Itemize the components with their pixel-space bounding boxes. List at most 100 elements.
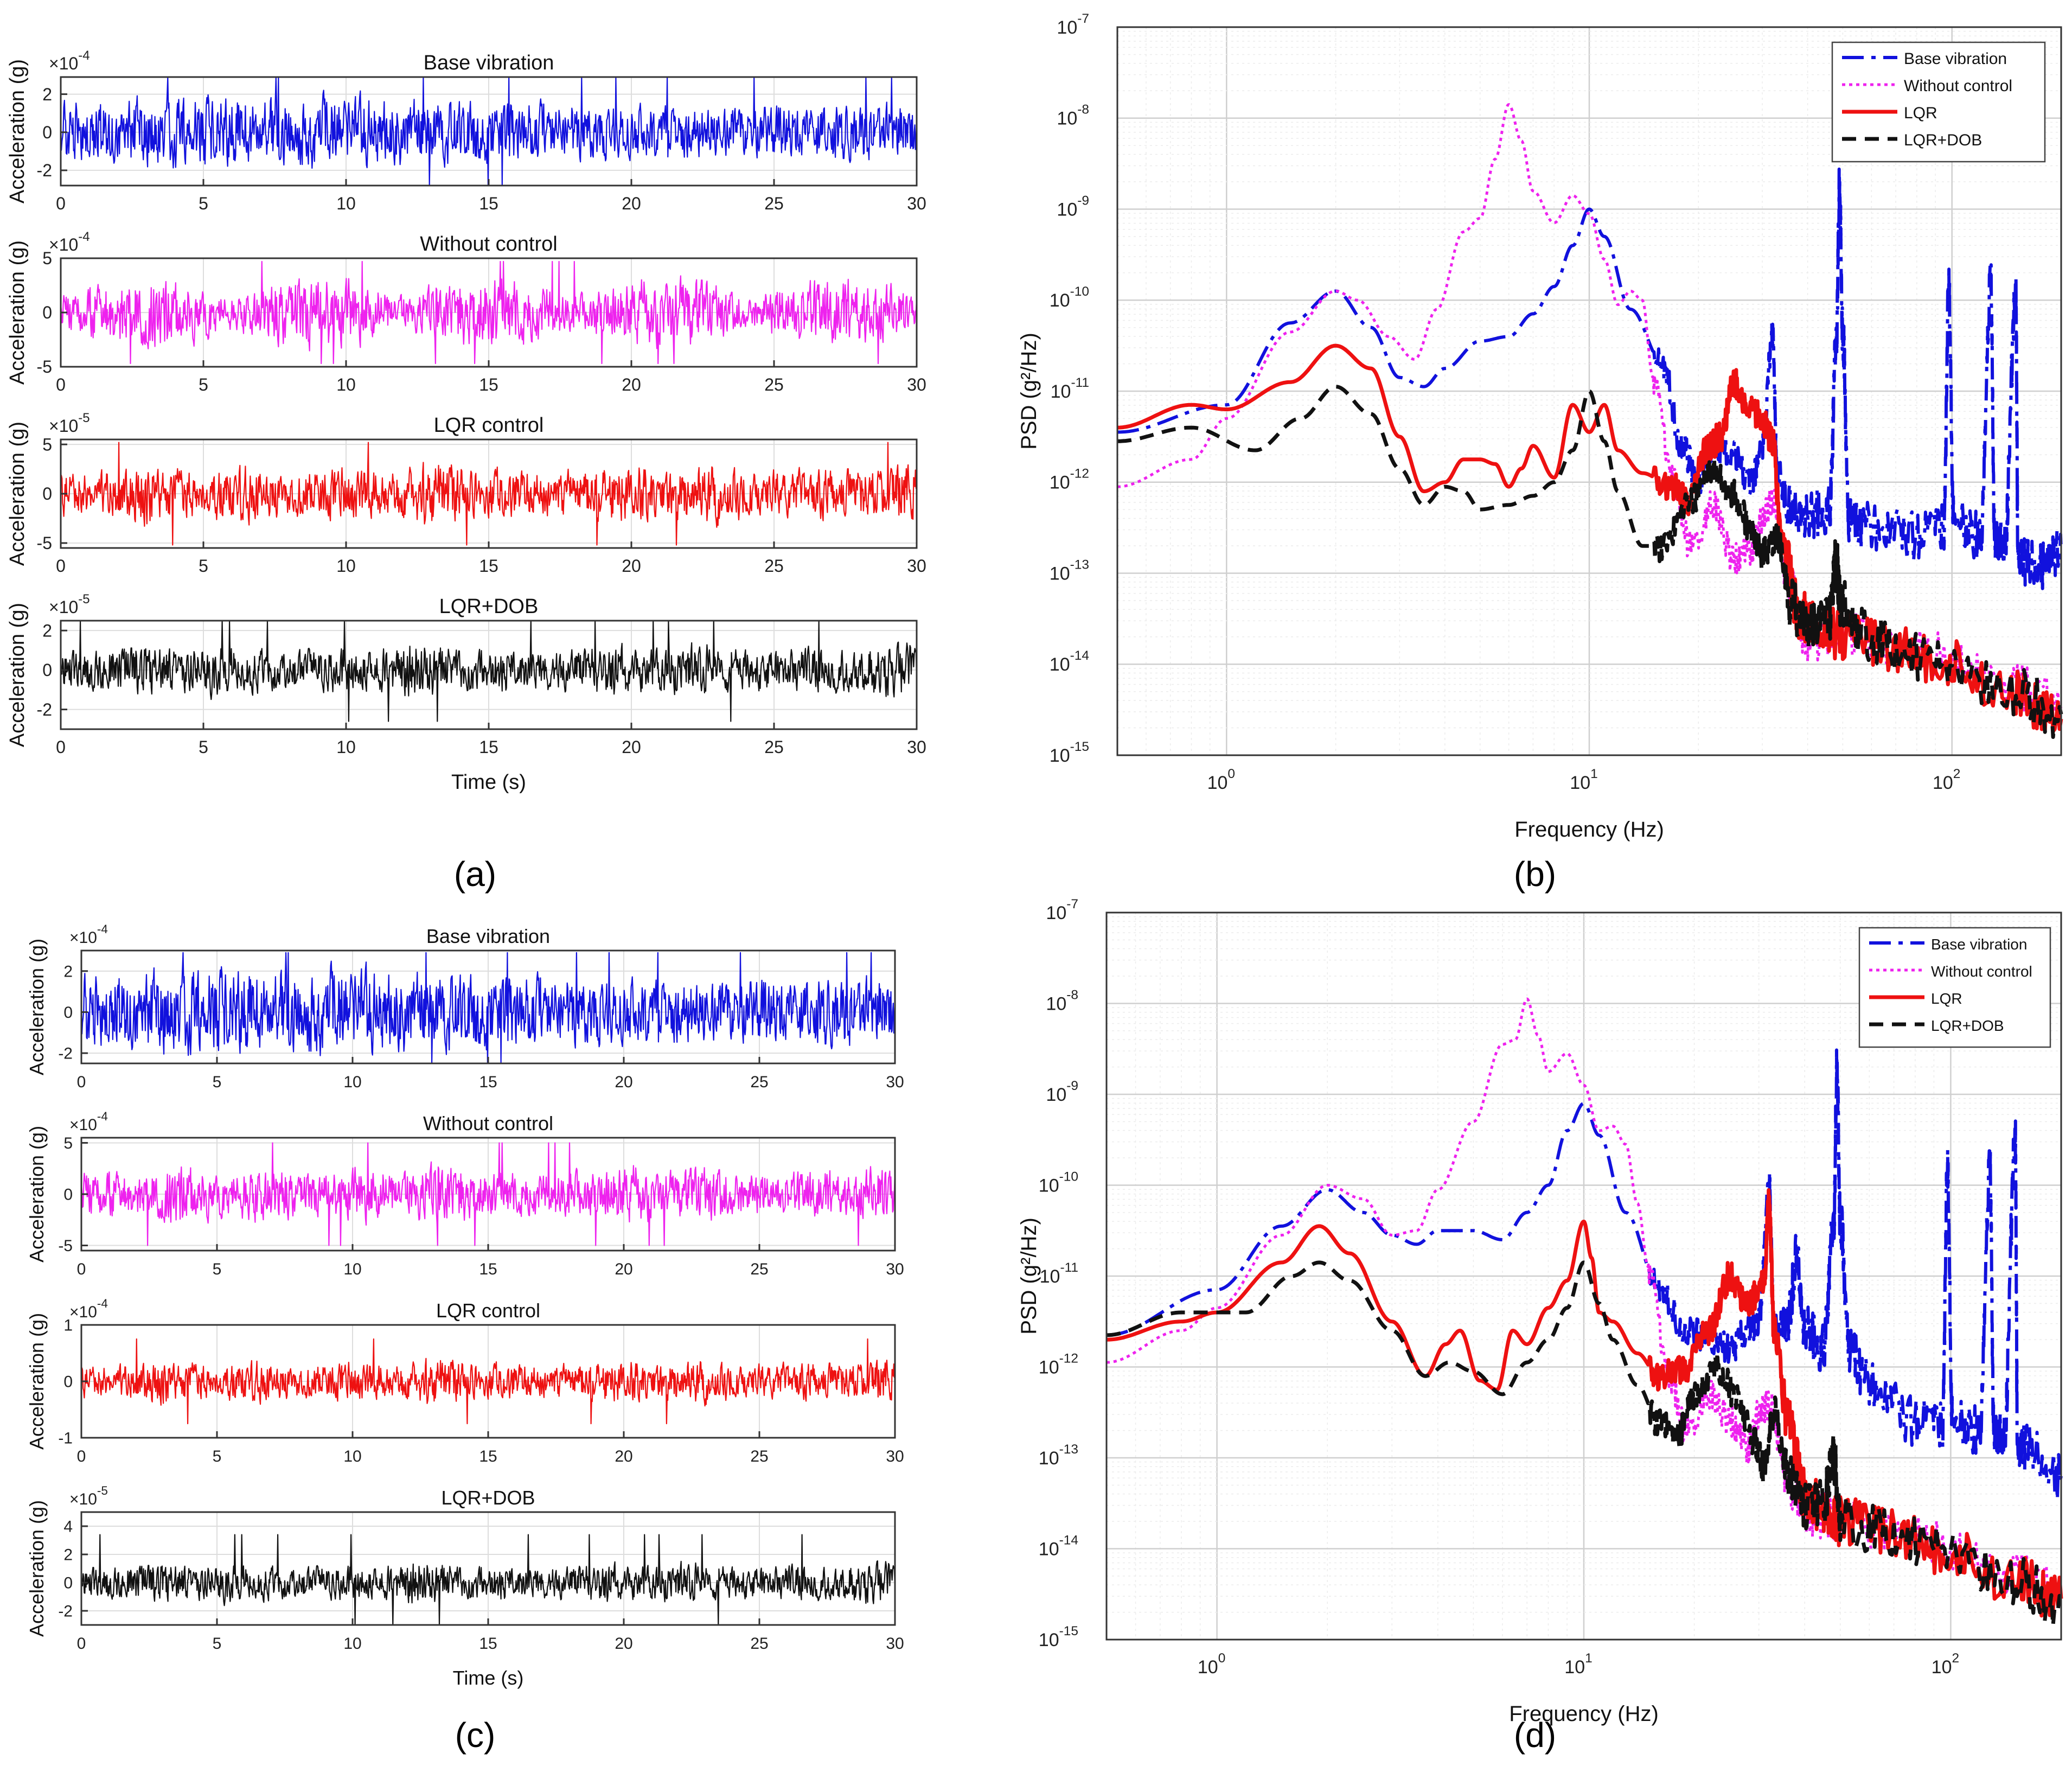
tick-base: 10 bbox=[1050, 473, 1070, 493]
exponent-base: ×10 bbox=[49, 597, 78, 617]
x-tick-label: 30 bbox=[907, 194, 926, 213]
x-tick-label: 5 bbox=[199, 194, 208, 213]
exponent-base: ×10 bbox=[49, 416, 78, 436]
tick-exponent: -12 bbox=[1059, 1351, 1078, 1366]
signal-trace-without bbox=[60, 260, 918, 365]
y-tick-label: 0 bbox=[63, 1186, 73, 1204]
y-tick-label: 0 bbox=[42, 303, 52, 322]
legend-label-base: Base vibration bbox=[1904, 50, 2007, 68]
tick-base: 10 bbox=[1198, 1657, 1218, 1678]
x-tick-label: 101 bbox=[1564, 1651, 1592, 1678]
exponent-label: ×10-5 bbox=[49, 411, 90, 436]
exponent-label: ×10-4 bbox=[49, 48, 90, 73]
x-tick-label: 25 bbox=[750, 1073, 768, 1091]
tick-exponent: -15 bbox=[1059, 1624, 1078, 1639]
x-tick-label: 20 bbox=[615, 1448, 632, 1465]
x-tick-label: 15 bbox=[479, 375, 498, 394]
panel-d-psd-chart: 100 101 10210-1510-1410-1310-1210-1110-101… bbox=[1017, 897, 2063, 1726]
tick-exponent: -9 bbox=[1066, 1079, 1078, 1093]
tick-base: 10 bbox=[1046, 903, 1066, 923]
x-tick-label: 15 bbox=[479, 556, 498, 576]
x-axis-label: Time (s) bbox=[451, 771, 526, 794]
x-tick-label: 100 bbox=[1198, 1651, 1225, 1678]
y-tick-label: 4 bbox=[63, 1518, 73, 1536]
panel-label-c: (c) bbox=[455, 1716, 496, 1755]
x-tick-label: 20 bbox=[615, 1260, 632, 1278]
y-tick-label: 2 bbox=[63, 962, 73, 980]
y-tick-label: -5 bbox=[37, 533, 52, 553]
y-tick-label: 1 bbox=[63, 1317, 73, 1335]
x-tick-label: 10 bbox=[343, 1073, 361, 1091]
subplot-dob: 0 5 10 15 20 25 30-2024LQR+DOB×10-5Acceleratio… bbox=[25, 1484, 904, 1653]
tick-exponent: -10 bbox=[1059, 1169, 1078, 1184]
exponent-power: -4 bbox=[78, 48, 89, 63]
tick-exponent: -13 bbox=[1070, 557, 1089, 572]
tick-base: 10 bbox=[1039, 1448, 1059, 1469]
tick-base: 10 bbox=[1051, 381, 1071, 402]
x-tick-label: 30 bbox=[907, 375, 926, 394]
x-tick-label: 0 bbox=[77, 1448, 86, 1465]
tick-base: 10 bbox=[1207, 773, 1228, 793]
subplot-title: LQR+DOB bbox=[439, 595, 539, 618]
x-tick-label: 20 bbox=[622, 194, 641, 213]
legend-label-dob: LQR+DOB bbox=[1931, 1017, 2004, 1034]
tick-base: 10 bbox=[1039, 1175, 1059, 1196]
x-tick-label: 15 bbox=[479, 1448, 497, 1465]
subplot-title: Base vibration bbox=[424, 52, 554, 74]
signal-trace-lqr bbox=[80, 1338, 896, 1425]
tick-base: 10 bbox=[1039, 1630, 1059, 1650]
x-tick-label: 10 bbox=[336, 375, 356, 394]
panel-label-d: (d) bbox=[1514, 1716, 1556, 1755]
tick-exponent: -7 bbox=[1077, 11, 1089, 26]
x-tick-label: 5 bbox=[199, 375, 208, 394]
exponent-base: ×10 bbox=[69, 1303, 97, 1321]
y-tick-label: -2 bbox=[58, 1045, 73, 1063]
y-tick-label: 10-7 bbox=[1046, 897, 1078, 923]
y-axis-label: Acceleration (g) bbox=[25, 1126, 48, 1263]
y-tick-label: 5 bbox=[42, 435, 52, 454]
axes-box bbox=[1105, 911, 2062, 1641]
tick-exponent: -11 bbox=[1071, 375, 1089, 390]
x-tick-label: 30 bbox=[886, 1448, 904, 1465]
x-tick-label: 25 bbox=[764, 194, 784, 213]
tick-base: 10 bbox=[1057, 17, 1077, 38]
x-tick-label: 20 bbox=[622, 375, 641, 394]
x-tick-label: 20 bbox=[615, 1635, 632, 1653]
y-tick-label: 10-10 bbox=[1050, 284, 1089, 311]
tick-exponent: -8 bbox=[1077, 103, 1089, 117]
signal-trace-dob bbox=[80, 1534, 896, 1626]
subplot-title: LQR control bbox=[434, 414, 544, 437]
y-tick-label: -1 bbox=[58, 1430, 73, 1448]
tick-base: 10 bbox=[1933, 773, 1953, 793]
y-tick-label: 10-9 bbox=[1046, 1079, 1078, 1105]
x-tick-label: 20 bbox=[615, 1073, 632, 1091]
panel-b-psd-chart: 100 101 10210-1510-1410-1310-1210-1110-101… bbox=[1017, 11, 2063, 841]
tick-base: 10 bbox=[1050, 290, 1070, 311]
x-tick-label: 15 bbox=[479, 194, 498, 213]
legend-box bbox=[1831, 41, 2046, 163]
y-tick-label: 10-15 bbox=[1039, 1624, 1078, 1650]
y-tick-label: 10-12 bbox=[1050, 467, 1089, 493]
x-tick-label: 0 bbox=[77, 1073, 86, 1091]
x-axis-label: Frequency (Hz) bbox=[1509, 1702, 1659, 1726]
x-tick-label: 30 bbox=[907, 737, 926, 757]
tick-base: 10 bbox=[1039, 1539, 1059, 1559]
x-tick-label: 25 bbox=[764, 375, 784, 394]
tick-exponent: 2 bbox=[1953, 767, 1961, 781]
exponent-base: ×10 bbox=[49, 54, 78, 73]
y-axis-label: Acceleration (g) bbox=[25, 939, 48, 1075]
tick-base: 10 bbox=[1046, 1085, 1066, 1105]
subplot-title: Without control bbox=[420, 233, 557, 256]
exponent-label: ×10-4 bbox=[69, 922, 108, 947]
subplot-title: Base vibration bbox=[426, 925, 550, 947]
y-tick-label: 2 bbox=[42, 85, 52, 104]
exponent-base: ×10 bbox=[69, 929, 97, 947]
tick-base: 10 bbox=[1046, 993, 1066, 1014]
y-axis-label: Acceleration (g) bbox=[6, 603, 29, 747]
legend-label-lqr: LQR bbox=[1904, 104, 1937, 122]
x-tick-label: 5 bbox=[213, 1260, 222, 1278]
y-tick-label: 5 bbox=[42, 248, 52, 268]
